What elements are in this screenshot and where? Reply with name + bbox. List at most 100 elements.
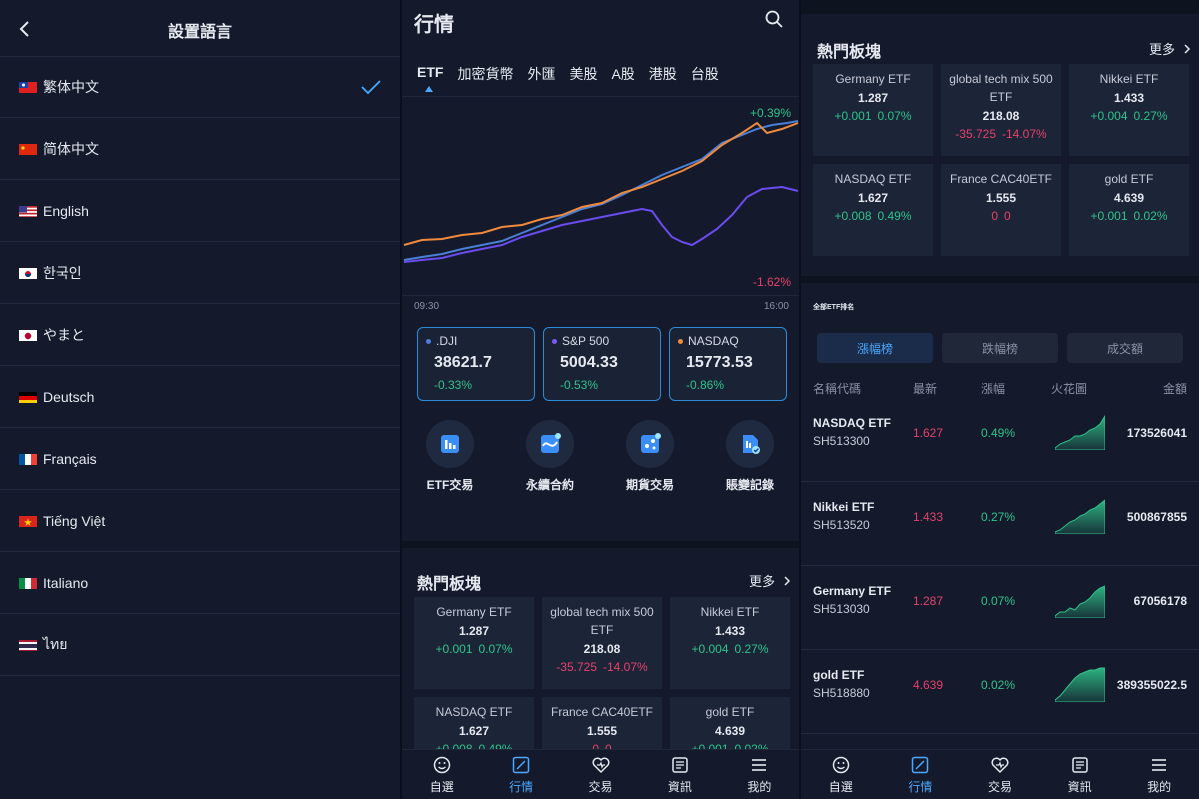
menu-icon [1119, 756, 1199, 774]
language-option[interactable]: Deutsch [0, 366, 400, 428]
more-link-label: 更多 [1148, 42, 1175, 57]
language-option[interactable]: English [0, 180, 400, 242]
sector-name: France CAC40ETF [550, 705, 654, 719]
etf-ranking-row[interactable]: NASDAQ ETF SH513300 1.627 0.49% 173526041 [801, 398, 1199, 482]
more-link-label: 更多 [748, 574, 775, 589]
feature-shortcut[interactable]: 永續合約 [510, 420, 590, 493]
etf-code: SH513520 [813, 518, 870, 532]
series-line-nasdaq [403, 185, 799, 263]
hot-sector-card[interactable]: Nikkei ETF 1.433 +0.004 0.27% [670, 597, 790, 689]
language-option[interactable]: ไทย [0, 614, 400, 676]
series-line-sp500 [403, 121, 799, 246]
hot-sector-card[interactable]: gold ETF 4.639 +0.001 0.02% [1069, 164, 1189, 256]
nav-label: 自選 [429, 780, 454, 794]
feature-shortcut[interactable]: 期貨交易 [610, 420, 690, 493]
flag-vn-icon [19, 515, 37, 527]
tab-2[interactable]: 外匯 [527, 66, 556, 82]
sector-percent: 0.49% [877, 209, 912, 223]
sector-delta: +0.008 [834, 209, 872, 223]
column-header: 金額 [1162, 382, 1187, 396]
feature-shortcut[interactable]: 賬變記錄 [710, 420, 790, 493]
hot-sector-card[interactable]: global tech mix 500 ETF 218.08 -35.725 -14.… [941, 64, 1061, 156]
nav-item[interactable]: 我的 [720, 750, 799, 799]
language-option[interactable]: 繁体中文 [0, 56, 400, 118]
language-label: Deutsch [43, 388, 95, 405]
etf-name: Nikkei ETF [813, 500, 875, 514]
sector-name: NASDAQ ETF [834, 172, 912, 186]
hot-sector-card[interactable]: Nikkei ETF 1.433 +0.004 0.27% [1069, 64, 1189, 156]
etf-change: 0.49% [981, 426, 1016, 440]
nav-item[interactable]: 交易 [561, 750, 640, 799]
tab-0[interactable]: ETF [417, 64, 444, 80]
hot-sector-card[interactable]: Germany ETF 1.287 +0.001 0.07% [813, 64, 933, 156]
etf-change: 0.02% [981, 678, 1016, 692]
heart-icon [561, 756, 640, 774]
index-name: S&P 500 [552, 334, 660, 348]
nav-item[interactable]: 資訊 [640, 750, 719, 799]
nav-item[interactable]: 資訊 [1040, 750, 1120, 799]
sector-percent: 0.27% [734, 642, 769, 656]
language-option[interactable]: やまと [0, 304, 400, 366]
header: 設置語言 [0, 0, 400, 56]
language-option[interactable]: Tiếng Việt [0, 490, 400, 552]
sector-delta: +0.001 [834, 109, 872, 123]
sector-price: 4.639 [714, 724, 746, 738]
index-card[interactable]: .DJI 38621.7 -0.33% [417, 327, 535, 401]
sector-name: gold ETF [705, 705, 755, 719]
nav-item[interactable]: 我的 [1119, 750, 1199, 799]
news-icon [1040, 756, 1120, 774]
tab-1[interactable]: 加密貨幣 [457, 66, 514, 82]
sector-price: 218.08 [982, 109, 1020, 123]
back-arrow-icon[interactable] [18, 20, 32, 38]
feature-shortcut[interactable]: ETF交易 [410, 420, 490, 493]
index-card[interactable]: NASDAQ 15773.53 -0.86% [669, 327, 787, 401]
sector-name: global tech mix 500 ETF [550, 605, 654, 637]
nav-item[interactable]: 行情 [481, 750, 560, 799]
ranking-tab-0[interactable]: 漲幅榜 [817, 333, 933, 363]
index-name-label: NASDAQ [688, 334, 739, 348]
wave-chart-icon [526, 420, 574, 468]
ranking-tab-2[interactable]: 成交額 [1067, 333, 1183, 363]
hot-sector-card[interactable]: global tech mix 500 ETF 218.08 -35.725 -14.… [542, 597, 662, 689]
language-option[interactable]: 한국인 [0, 242, 400, 304]
tab-3[interactable]: 美股 [569, 66, 598, 82]
tab-4[interactable]: A股 [611, 66, 635, 82]
nav-item[interactable]: 交易 [960, 750, 1040, 799]
more-link[interactable]: 更多 [1149, 39, 1193, 58]
index-card[interactable]: S&P 500 5004.33 -0.53% [543, 327, 661, 401]
nav-label: 交易 [588, 780, 613, 794]
search-icon[interactable] [765, 10, 783, 28]
smile-icon [801, 756, 881, 774]
sector-delta: +0.004 [1090, 109, 1128, 123]
language-option[interactable]: Français [0, 428, 400, 490]
hot-sector-card[interactable]: NASDAQ ETF 1.627 +0.008 0.49% [813, 164, 933, 256]
bottom-navigation: 自選 行情 交易 資訊 我的 [801, 749, 1199, 799]
sector-percent: -14.07% [1002, 127, 1047, 141]
language-settings-screen: 設置語言 繁体中文 简体中文 English 한국인 やまと Deutsch Françai… [0, 0, 400, 799]
language-option[interactable]: Italiano [0, 552, 400, 614]
etf-ranking-row[interactable]: gold ETF SH518880 4.639 0.02% 389355022.5 [801, 650, 1199, 734]
nav-label: 資訊 [1067, 780, 1092, 794]
etf-ranking-row[interactable]: Nikkei ETF SH513520 1.433 0.27% 500867855 [801, 482, 1199, 566]
etf-ranking-row[interactable]: Germany ETF SH513030 1.287 0.07% 67056178 [801, 566, 1199, 650]
sector-percent: 0.07% [877, 109, 912, 123]
tab-6[interactable]: 台股 [690, 66, 719, 82]
nav-item[interactable]: 自選 [402, 750, 481, 799]
tab-5[interactable]: 港股 [648, 66, 677, 82]
sector-change: +0.004 0.27% [670, 642, 790, 656]
ranking-tab-1[interactable]: 跌幅榜 [942, 333, 1058, 363]
sector-name: gold ETF [1104, 172, 1154, 186]
sector-name: global tech mix 500 ETF [949, 72, 1053, 104]
feature-label: 期貨交易 [625, 478, 674, 492]
nav-item[interactable]: 行情 [881, 750, 961, 799]
index-change: -0.86% [686, 378, 725, 392]
trend-icon [881, 756, 961, 774]
nav-item[interactable]: 自選 [801, 750, 881, 799]
ranking-tabs: 漲幅榜 跌幅榜 成交額 [817, 333, 1183, 363]
hot-sector-card[interactable]: Germany ETF 1.287 +0.001 0.07% [414, 597, 534, 689]
language-option[interactable]: 简体中文 [0, 118, 400, 180]
more-link[interactable]: 更多 [749, 571, 793, 590]
flag-fr-icon [19, 453, 37, 465]
trend-icon [481, 756, 560, 774]
